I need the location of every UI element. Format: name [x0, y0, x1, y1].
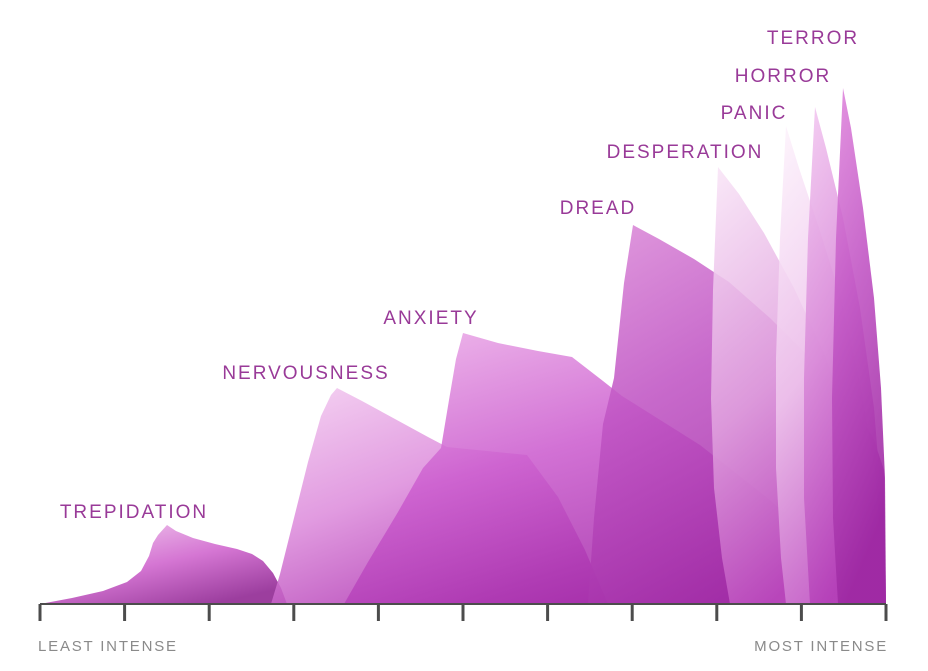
label-dread: DREAD — [560, 198, 637, 219]
intensity-axis — [38, 603, 888, 621]
label-trepidation: TREPIDATION — [60, 502, 208, 523]
label-anxiety: ANXIETY — [383, 308, 478, 329]
axis-label-most-intense: MOST INTENSE — [754, 638, 888, 655]
emotion-labels: TREPIDATION NERVOUSNESS ANXIETY DREAD DESPER… — [60, 28, 859, 523]
axis-label-least-intense: LEAST INTENSE — [38, 638, 178, 655]
label-terror: TERROR — [767, 28, 859, 49]
emotion-areas — [40, 88, 886, 604]
label-horror: HORROR — [735, 66, 831, 87]
label-desperation: DESPERATION — [607, 142, 764, 163]
area-trepidation — [40, 525, 287, 604]
area-terror — [832, 88, 886, 604]
label-panic: PANIC — [721, 103, 788, 124]
label-nervousness: NERVOUSNESS — [222, 363, 389, 384]
